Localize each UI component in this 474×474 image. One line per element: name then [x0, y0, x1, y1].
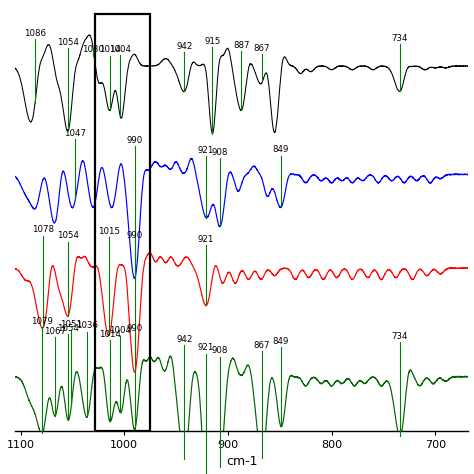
Text: 867: 867 — [254, 340, 270, 349]
Text: 908: 908 — [211, 148, 228, 157]
Text: 1014: 1014 — [99, 46, 121, 55]
Text: 921: 921 — [198, 146, 214, 155]
Text: 1004: 1004 — [109, 326, 131, 335]
Text: 887: 887 — [233, 41, 250, 50]
Text: 1054: 1054 — [57, 231, 79, 240]
Text: 921: 921 — [198, 344, 214, 353]
Text: 1051: 1051 — [60, 319, 82, 328]
Text: 942: 942 — [176, 42, 192, 51]
Text: 1030: 1030 — [82, 46, 104, 55]
Text: 921: 921 — [198, 235, 214, 244]
Text: 734: 734 — [392, 332, 408, 341]
Text: 734: 734 — [392, 34, 408, 43]
Text: 1004: 1004 — [109, 45, 131, 54]
Text: 867: 867 — [254, 44, 270, 53]
Text: 1036: 1036 — [76, 321, 98, 330]
Text: 990: 990 — [127, 231, 143, 240]
Bar — [95, 14, 150, 431]
Text: 1067: 1067 — [44, 327, 66, 336]
Text: 849: 849 — [273, 146, 289, 155]
Text: 1078: 1078 — [32, 226, 55, 235]
Text: 1054: 1054 — [57, 38, 79, 47]
Text: 915: 915 — [204, 37, 220, 46]
Text: 1086: 1086 — [24, 28, 46, 37]
Text: 990: 990 — [127, 324, 143, 333]
Text: 1015: 1015 — [98, 227, 119, 236]
Text: 942: 942 — [176, 335, 192, 344]
Text: 1047: 1047 — [64, 129, 86, 138]
Text: 1014: 1014 — [99, 330, 121, 339]
Text: 1054: 1054 — [57, 324, 79, 333]
Text: 1079: 1079 — [31, 317, 53, 326]
X-axis label: cm-1: cm-1 — [226, 456, 258, 468]
Text: 990: 990 — [127, 136, 143, 145]
Text: 908: 908 — [211, 346, 228, 356]
Text: 849: 849 — [273, 337, 289, 346]
